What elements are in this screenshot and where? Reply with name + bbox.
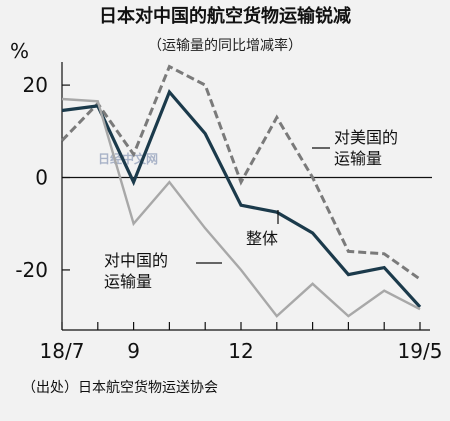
chart-title: 日本对中国的航空货物运输锐减 bbox=[99, 5, 351, 27]
annotation-line: 运输量 bbox=[104, 272, 152, 291]
series-line-1 bbox=[61, 88, 422, 308]
annotation-label-1: 整体 bbox=[246, 229, 278, 248]
y-tick-label: -20 bbox=[15, 258, 48, 282]
annotation-line: 对美国的 bbox=[334, 128, 398, 147]
source-note: （出处）日本航空货物运送协会 bbox=[22, 379, 218, 396]
watermark-logo: 日经中文网 bbox=[98, 151, 158, 166]
chart-subtitle: （运输量的同比增减率） bbox=[148, 37, 302, 54]
annotation-label-2: 对中国的运输量 bbox=[104, 251, 168, 291]
series-line-2 bbox=[61, 97, 421, 318]
annotation-line: 对中国的 bbox=[104, 251, 168, 270]
y-tick-label: 0 bbox=[35, 166, 48, 190]
annotation-line: 整体 bbox=[246, 229, 278, 248]
series-line-0 bbox=[60, 64, 421, 281]
annotation-label-0: 对美国的运输量 bbox=[334, 128, 398, 168]
annotation-line: 运输量 bbox=[334, 149, 382, 168]
x-tick-label: 9 bbox=[127, 339, 140, 363]
x-tick-label: 18/7 bbox=[40, 339, 85, 363]
x-tick-label: 19/5 bbox=[398, 339, 443, 363]
y-axis-unit-label: % bbox=[10, 39, 29, 63]
y-tick-label: 20 bbox=[23, 73, 48, 97]
x-tick-label: 12 bbox=[228, 339, 253, 363]
